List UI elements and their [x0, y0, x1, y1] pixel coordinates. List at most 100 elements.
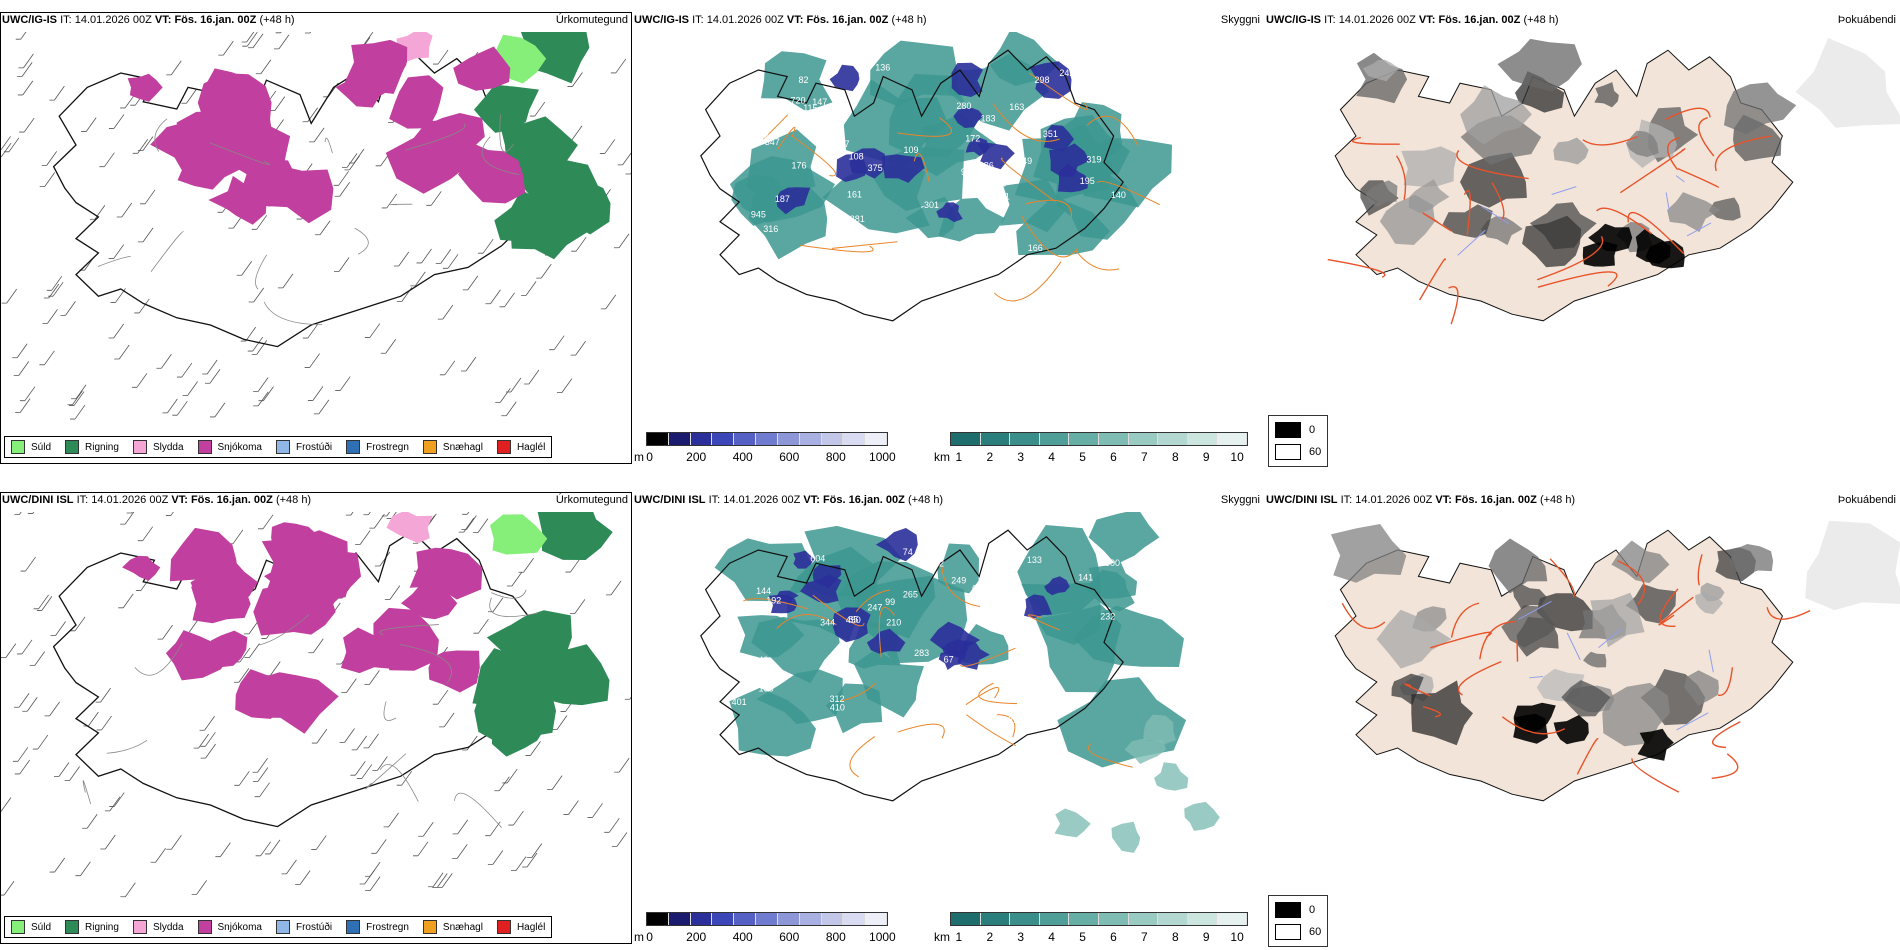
road	[965, 686, 1000, 706]
legend-label: Súld	[31, 921, 52, 933]
model-name: UWC/IG-IS	[1266, 14, 1321, 26]
legend-item: Súld	[11, 440, 51, 454]
wind-barb	[364, 323, 381, 338]
road	[354, 227, 369, 255]
wind-barb	[205, 368, 221, 384]
river	[1708, 649, 1714, 673]
wind-barb	[567, 72, 583, 87]
legend-swatch	[65, 920, 80, 934]
colorbar-tick: 3	[1017, 450, 1025, 464]
wind-barb	[333, 171, 349, 186]
wind-barb	[443, 254, 459, 269]
rain-area	[537, 512, 613, 560]
road	[1658, 596, 1694, 626]
fog-index-area	[1376, 609, 1452, 669]
map-canvas[interactable]	[1264, 512, 1900, 944]
colorbar-cell	[647, 433, 669, 445]
low-visibility-area	[729, 156, 835, 223]
wind-barb	[269, 96, 286, 112]
colorbar-tick: 200	[686, 930, 707, 944]
fog-index-area	[1512, 584, 1547, 610]
legend-label: Frostúði	[295, 921, 333, 933]
colorbar-cell	[1069, 913, 1099, 925]
wind-barb	[12, 747, 29, 762]
visibility-value-label: 168	[942, 240, 957, 250]
it-value: 14.01.2026 00Z	[723, 494, 801, 506]
colorbar-tick: 5	[1079, 450, 1086, 464]
visibility-value-label: 265	[903, 589, 918, 599]
road	[960, 647, 1016, 667]
wind-barb	[108, 114, 125, 129]
wind-barb	[108, 323, 124, 339]
map-canvas[interactable]	[0, 32, 632, 464]
wind-barb	[518, 558, 534, 573]
wind-barb	[435, 249, 452, 264]
visibility-value-label: 381	[850, 214, 865, 224]
wind-barb	[416, 248, 432, 264]
legend-item: Snjókoma	[197, 920, 262, 934]
legend-item: Frostregn	[346, 920, 409, 934]
wind-barb	[315, 220, 331, 236]
colorbar-cell	[799, 913, 822, 925]
legend-item: Snæhagl	[422, 440, 483, 454]
wind-barb	[13, 361, 30, 376]
colorbar-tick: 1000	[869, 930, 896, 944]
low-ceiling-area	[800, 574, 842, 604]
visibility-value-label: 604	[810, 554, 825, 564]
wind-barb	[302, 323, 319, 339]
legend-item: Rigning	[65, 920, 119, 934]
visibility-value-label: 74	[903, 547, 913, 557]
road	[1395, 155, 1407, 200]
wind-barb	[396, 770, 413, 786]
fog-index-area	[1411, 680, 1473, 746]
wind-barb	[137, 136, 154, 152]
road	[263, 301, 323, 325]
fog-index-area	[1583, 651, 1607, 668]
legend-label: Frostúði	[295, 441, 333, 453]
colorbar-tick: 2	[986, 450, 994, 464]
map-canvas[interactable]	[1264, 32, 1900, 464]
wind-barb	[473, 618, 489, 634]
low-ceiling-area	[829, 64, 860, 92]
wind-barb	[359, 869, 375, 885]
vt-value: Fös. 16.jan. 00Z	[822, 494, 905, 506]
visibility-value-label: 351	[1043, 129, 1058, 139]
wind-barb	[536, 263, 552, 279]
low-visibility-area	[1111, 821, 1141, 853]
road	[1021, 216, 1078, 258]
fog-index-area	[1637, 728, 1674, 761]
vt-label: VT:	[1435, 494, 1452, 506]
visibility-unit: km	[934, 450, 950, 464]
colorbar-cell	[668, 913, 691, 925]
visibility-value-label: 70	[920, 693, 930, 703]
map-canvas[interactable]: 6042472102831334011621443124022493433446…	[632, 512, 1264, 944]
legend-item: Snjókoma	[197, 440, 262, 454]
visibility-value-label: 349	[1017, 156, 1032, 166]
map-canvas[interactable]: 1611473011151911178213619699172187298163…	[632, 32, 1264, 464]
visibility-value-label: 196	[759, 684, 774, 694]
low-visibility-area	[1054, 808, 1091, 838]
rain-area	[474, 84, 539, 133]
wind-barb	[563, 800, 579, 815]
wind-barb	[181, 89, 197, 104]
colorbar-tick: 800	[825, 450, 846, 464]
wind-barb	[46, 276, 63, 291]
low-ceiling-area	[793, 550, 815, 569]
wind-barb	[70, 616, 86, 632]
road	[404, 123, 466, 151]
wind-barb	[495, 388, 511, 403]
ceiling-unit: m	[634, 930, 644, 944]
colorbar-cell	[777, 913, 800, 925]
fog-legend-swatch	[1275, 444, 1301, 460]
wind-barb	[15, 398, 31, 414]
legend-label: Haglél	[516, 441, 546, 453]
road	[763, 114, 789, 140]
wind-barb	[251, 215, 268, 230]
low-visibility-area	[822, 165, 930, 234]
visibility-colorbar: km 1 2 3 4 5 6 7 8 9 10	[934, 432, 1248, 464]
wind-barb	[49, 85, 65, 101]
wind-barb	[247, 336, 264, 352]
model-name: UWC/IG-IS	[2, 14, 57, 26]
map-canvas[interactable]	[0, 512, 632, 944]
low-ceiling-area	[836, 153, 867, 182]
